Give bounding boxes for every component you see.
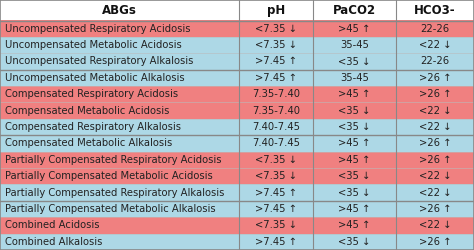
- Bar: [0, 201, 474, 217]
- Text: 22-26: 22-26: [420, 24, 449, 34]
- Text: Uncompensated Respiratory Alkalosis: Uncompensated Respiratory Alkalosis: [5, 56, 193, 66]
- Text: <22 ↓: <22 ↓: [419, 40, 451, 50]
- Text: ABGs: ABGs: [102, 4, 137, 17]
- Text: >7.45 ↑: >7.45 ↑: [255, 188, 297, 198]
- Text: >26 ↑: >26 ↑: [419, 237, 451, 247]
- Bar: [0, 70, 474, 86]
- Text: HCO3-: HCO3-: [414, 4, 456, 17]
- Bar: [0, 102, 474, 119]
- Text: Compensated Respiratory Acidosis: Compensated Respiratory Acidosis: [5, 89, 178, 99]
- Text: >45 ↑: >45 ↑: [338, 204, 371, 214]
- Text: <7.35 ↓: <7.35 ↓: [255, 220, 297, 230]
- Text: Uncompensated Metabolic Acidosis: Uncompensated Metabolic Acidosis: [5, 40, 182, 50]
- Text: 22-26: 22-26: [420, 56, 449, 66]
- Bar: [0, 217, 474, 234]
- Text: 7.40-7.45: 7.40-7.45: [252, 138, 300, 148]
- Text: 7.40-7.45: 7.40-7.45: [252, 122, 300, 132]
- Text: >45 ↑: >45 ↑: [338, 24, 371, 34]
- Text: <7.35 ↓: <7.35 ↓: [255, 155, 297, 165]
- Bar: [0, 184, 474, 201]
- Text: <35 ↓: <35 ↓: [338, 188, 371, 198]
- Text: >7.45 ↑: >7.45 ↑: [255, 237, 297, 247]
- Text: Combined Acidosis: Combined Acidosis: [5, 220, 99, 230]
- Text: >45 ↑: >45 ↑: [338, 138, 371, 148]
- Text: >26 ↑: >26 ↑: [419, 73, 451, 83]
- Text: <35 ↓: <35 ↓: [338, 56, 371, 66]
- Text: <35 ↓: <35 ↓: [338, 237, 371, 247]
- Bar: [0, 53, 474, 70]
- Bar: [0, 234, 474, 250]
- Bar: [0, 152, 474, 168]
- Text: <22 ↓: <22 ↓: [419, 122, 451, 132]
- Text: >7.45 ↑: >7.45 ↑: [255, 204, 297, 214]
- Text: >26 ↑: >26 ↑: [419, 204, 451, 214]
- Text: >45 ↑: >45 ↑: [338, 89, 371, 99]
- Text: 7.35-7.40: 7.35-7.40: [252, 89, 300, 99]
- Text: >7.45 ↑: >7.45 ↑: [255, 56, 297, 66]
- Text: <22 ↓: <22 ↓: [419, 106, 451, 116]
- Text: 35-45: 35-45: [340, 40, 369, 50]
- Bar: [0, 20, 474, 37]
- Text: >26 ↑: >26 ↑: [419, 138, 451, 148]
- Text: Combined Alkalosis: Combined Alkalosis: [5, 237, 102, 247]
- Text: >45 ↑: >45 ↑: [338, 220, 371, 230]
- Text: <7.35 ↓: <7.35 ↓: [255, 171, 297, 181]
- Text: Uncompensated Metabolic Alkalosis: Uncompensated Metabolic Alkalosis: [5, 73, 184, 83]
- Text: <35 ↓: <35 ↓: [338, 171, 371, 181]
- Bar: [0, 168, 474, 184]
- Text: Partially Compensated Metabolic Alkalosis: Partially Compensated Metabolic Alkalosi…: [5, 204, 215, 214]
- Text: >7.45 ↑: >7.45 ↑: [255, 73, 297, 83]
- Text: <35 ↓: <35 ↓: [338, 122, 371, 132]
- Text: <22 ↓: <22 ↓: [419, 220, 451, 230]
- Text: Compensated Metabolic Alkalosis: Compensated Metabolic Alkalosis: [5, 138, 172, 148]
- Text: Partially Compensated Respiratory Acidosis: Partially Compensated Respiratory Acidos…: [5, 155, 221, 165]
- Text: <7.35 ↓: <7.35 ↓: [255, 40, 297, 50]
- Text: Partially Compensated Respiratory Alkalosis: Partially Compensated Respiratory Alkalo…: [5, 188, 224, 198]
- Text: Uncompensated Respiratory Acidosis: Uncompensated Respiratory Acidosis: [5, 24, 190, 34]
- Text: >45 ↑: >45 ↑: [338, 155, 371, 165]
- Bar: [0, 37, 474, 53]
- Bar: [0, 86, 474, 102]
- Text: <7.35 ↓: <7.35 ↓: [255, 24, 297, 34]
- Bar: [0, 0, 474, 20]
- Text: <35 ↓: <35 ↓: [338, 106, 371, 116]
- Text: pH: pH: [267, 4, 285, 17]
- Text: <22 ↓: <22 ↓: [419, 171, 451, 181]
- Text: >26 ↑: >26 ↑: [419, 155, 451, 165]
- Bar: [0, 119, 474, 135]
- Text: <22 ↓: <22 ↓: [419, 188, 451, 198]
- Text: PaCO2: PaCO2: [333, 4, 376, 17]
- Text: 35-45: 35-45: [340, 73, 369, 83]
- Text: Compensated Respiratory Alkalosis: Compensated Respiratory Alkalosis: [5, 122, 181, 132]
- Text: >26 ↑: >26 ↑: [419, 89, 451, 99]
- Text: 7.35-7.40: 7.35-7.40: [252, 106, 300, 116]
- Text: Partially Compensated Metabolic Acidosis: Partially Compensated Metabolic Acidosis: [5, 171, 212, 181]
- Text: Compensated Metabolic Acidosis: Compensated Metabolic Acidosis: [5, 106, 169, 116]
- Bar: [0, 135, 474, 152]
